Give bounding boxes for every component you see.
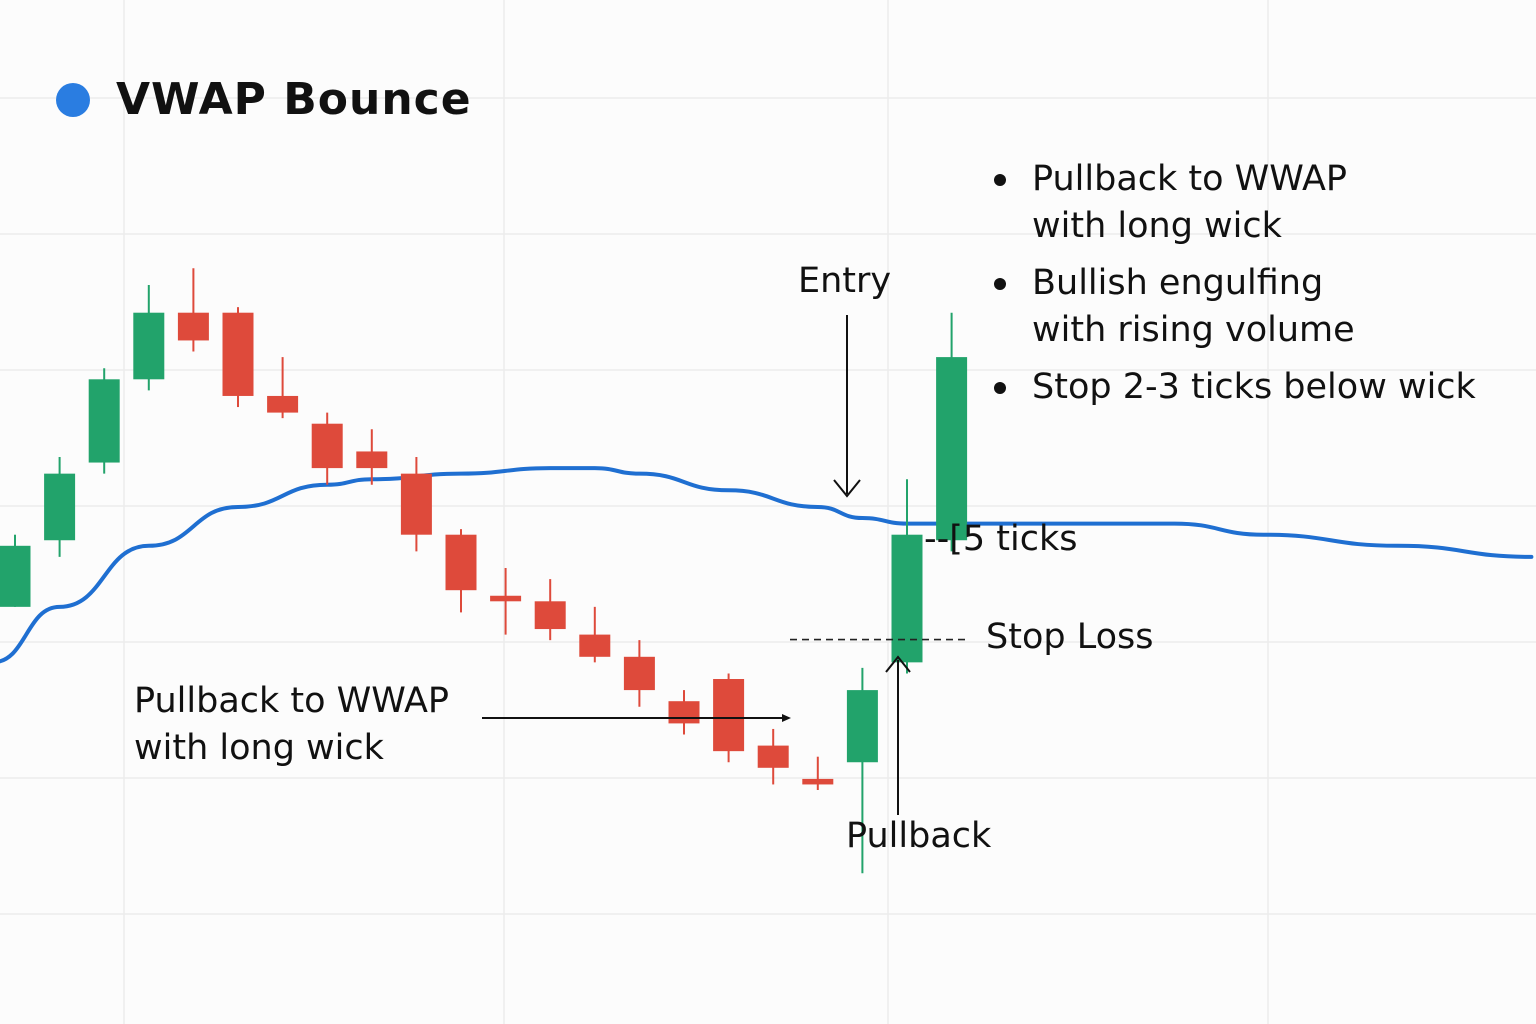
pullback-note: Pullback to WWAP with long wick <box>134 678 449 772</box>
candle-body <box>400 473 432 535</box>
title-dot-icon <box>56 82 90 117</box>
bear-candle <box>356 429 388 485</box>
bear-candle <box>445 529 477 613</box>
candle-body <box>579 634 611 657</box>
bear-candle <box>623 640 655 707</box>
bull-candle <box>44 457 76 557</box>
bear-candle <box>802 756 834 790</box>
ticks-label: --[5 ticks <box>924 519 1078 559</box>
candle-body <box>846 690 878 763</box>
bear-candle <box>757 728 789 785</box>
stop-loss-label: Stop Loss <box>986 617 1154 657</box>
candle-body <box>534 601 566 630</box>
candle-body <box>88 379 120 463</box>
bullet-line: with rising volume <box>1032 310 1355 350</box>
pullback-label: Pullback <box>846 816 992 856</box>
bullet-item: Bullish engulfing with rising volume <box>992 260 1476 354</box>
bullet-line: with long wick <box>1032 206 1282 246</box>
bear-candle <box>713 673 745 763</box>
bullet-dot-icon <box>994 174 1006 186</box>
bear-candle <box>222 307 254 408</box>
candle-body <box>0 545 31 607</box>
bear-candle <box>311 412 343 485</box>
bull-candle <box>88 368 120 474</box>
candle-body <box>802 778 834 785</box>
bear-candle <box>534 579 566 641</box>
pullback-arrowhead <box>885 655 911 673</box>
entry-label: Entry <box>798 261 892 301</box>
candle-body <box>267 395 299 413</box>
bull-candle <box>846 667 878 874</box>
bullet-item: Stop 2-3 ticks below wick <box>992 364 1476 411</box>
bear-candle <box>400 457 432 552</box>
title-text: VWAP Bounce <box>116 74 472 125</box>
candle-body <box>936 357 968 541</box>
candle-body <box>490 595 522 602</box>
candle-body <box>713 679 745 752</box>
chart-title: VWAP Bounce <box>56 74 472 125</box>
bullet-line: Stop 2-3 ticks below wick <box>1032 367 1476 407</box>
bear-candle <box>668 690 700 735</box>
candle-body <box>44 473 76 541</box>
bullet-dot-icon <box>994 382 1006 394</box>
candle-body <box>668 701 700 724</box>
bear-candle <box>267 357 299 419</box>
pullback-note-line: with long wick <box>134 728 384 768</box>
bullet-item: Pullback to WWAP with long wick <box>992 156 1476 250</box>
candle-body <box>311 423 343 469</box>
bullet-line: Pullback to WWAP <box>1032 159 1348 199</box>
pullback-note-arrowhead <box>782 714 791 722</box>
candle-body <box>177 312 209 341</box>
bullet-dot-icon <box>994 278 1006 290</box>
bull-candle <box>0 534 31 607</box>
candle-body <box>757 745 789 768</box>
bull-candle <box>936 312 968 552</box>
candle-body <box>133 312 165 380</box>
candle-body <box>222 312 254 396</box>
annotation-lines <box>482 315 966 815</box>
bullet-line: Bullish engulfing <box>1032 263 1324 303</box>
vwap-line <box>0 466 1534 664</box>
vwap-layer <box>0 466 1534 664</box>
bull-candle <box>133 284 165 391</box>
bullet-list: Pullback to WWAP with long wick Bullish … <box>992 156 1476 421</box>
candle-body <box>356 451 388 469</box>
bull-candle <box>891 479 923 674</box>
candle-body <box>891 534 923 663</box>
bear-candle <box>177 268 209 352</box>
bear-candle <box>490 568 522 635</box>
candle-body <box>623 656 655 691</box>
bear-candle <box>579 606 611 663</box>
pullback-note-line: Pullback to WWAP <box>134 681 450 721</box>
entry-arrowhead <box>833 479 861 498</box>
candles <box>0 268 968 874</box>
candle-body <box>445 534 477 591</box>
